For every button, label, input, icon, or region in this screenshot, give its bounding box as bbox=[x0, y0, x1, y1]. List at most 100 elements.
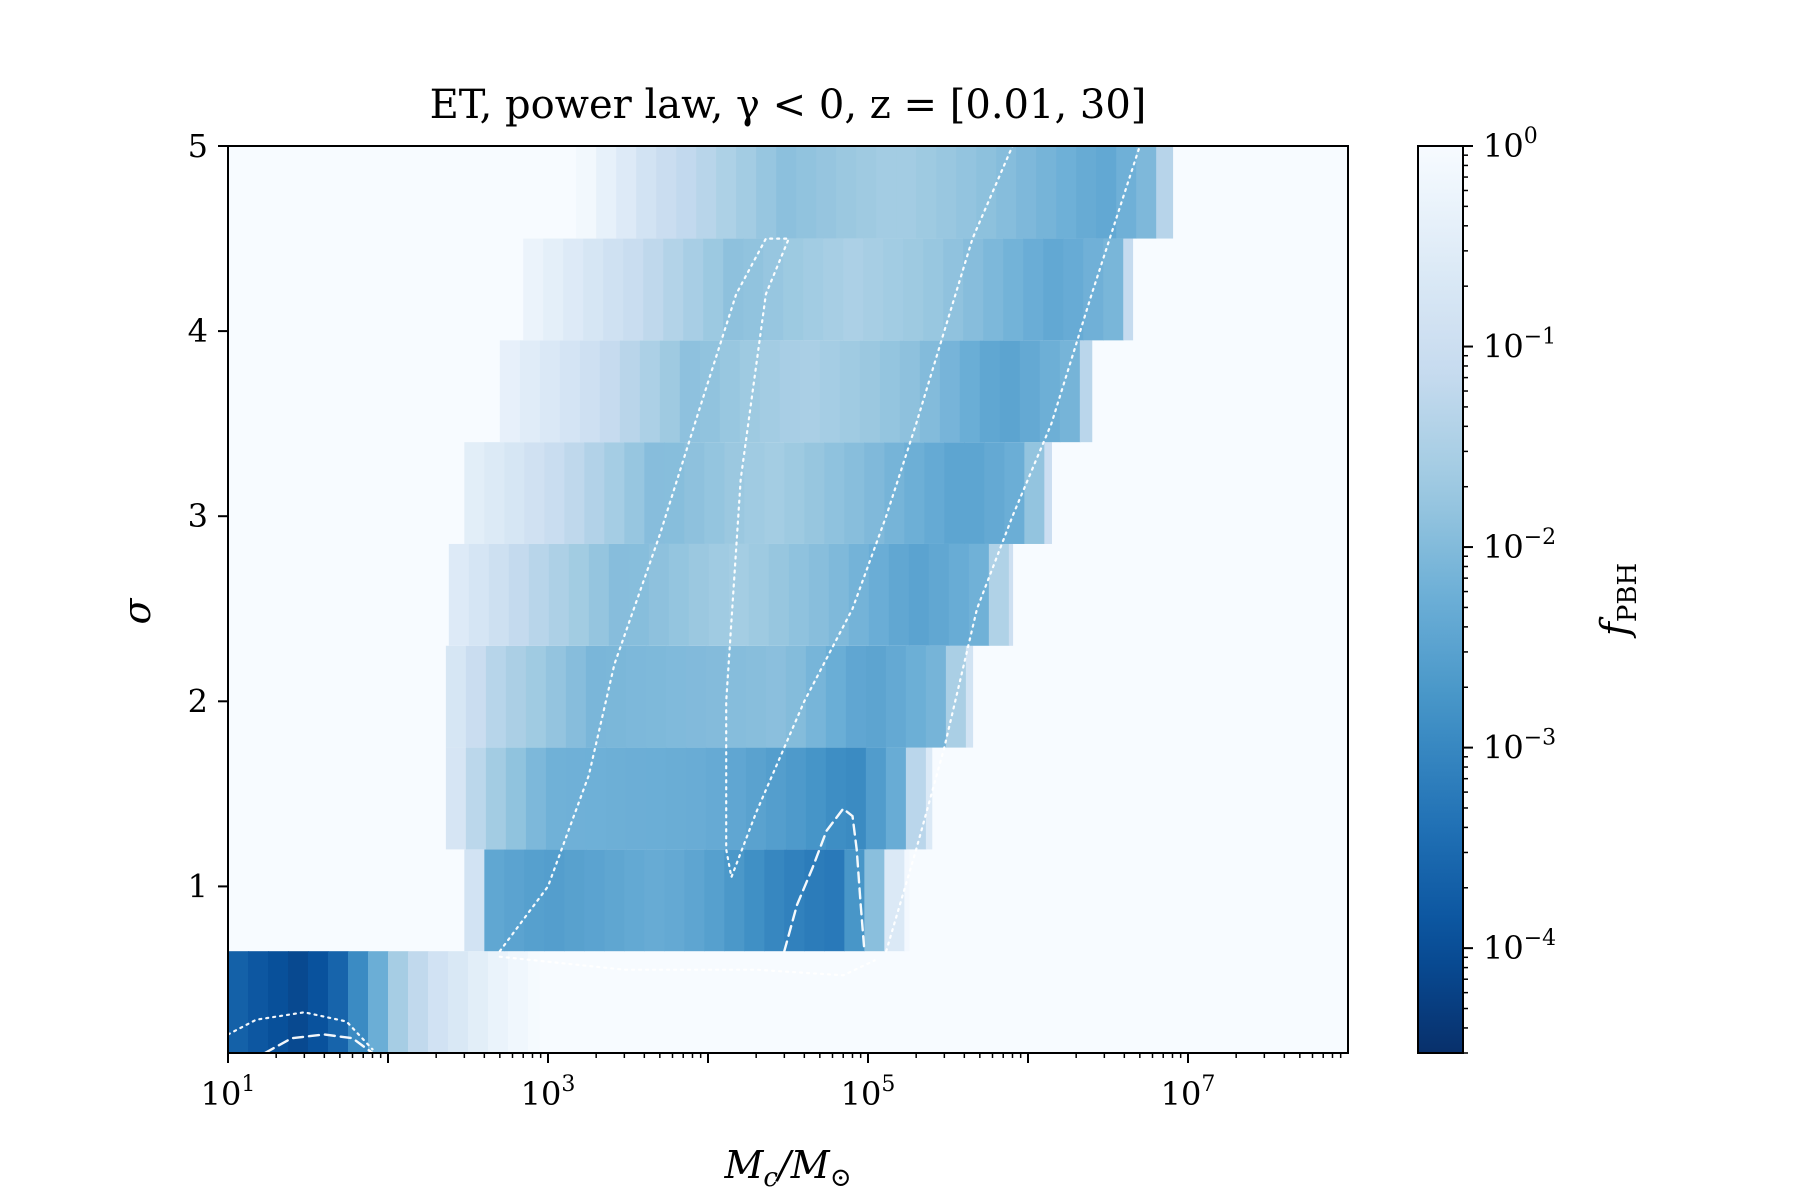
heatmap-cell bbox=[744, 849, 765, 952]
heatmap-cell bbox=[584, 442, 605, 544]
heatmap-cell bbox=[743, 238, 764, 341]
plot-frame bbox=[227, 145, 1349, 1054]
heatmap-cell bbox=[845, 645, 867, 748]
heatmap-cell bbox=[656, 146, 677, 239]
heatmap-cell bbox=[603, 238, 624, 341]
heatmap-cell bbox=[703, 238, 724, 341]
heatmap-cell bbox=[605, 645, 627, 748]
heatmap-cell bbox=[856, 146, 877, 239]
heatmap-cell bbox=[525, 747, 547, 850]
heatmap-cell bbox=[524, 849, 545, 952]
heatmap-cell bbox=[1003, 238, 1024, 341]
heatmap-cell bbox=[724, 442, 745, 544]
heatmap-cell bbox=[228, 951, 249, 1053]
heatmap-cell bbox=[645, 645, 667, 748]
heatmap-cell bbox=[716, 146, 737, 239]
heatmap-cell bbox=[863, 238, 884, 341]
heatmap-cell bbox=[908, 543, 930, 646]
heatmap-cell bbox=[484, 849, 505, 952]
y-axis-label: σ bbox=[115, 597, 159, 624]
heatmap-cell bbox=[465, 747, 487, 850]
heatmap-cell bbox=[776, 146, 797, 239]
contour-dotted-5 bbox=[498, 955, 876, 977]
heatmap-cell bbox=[944, 442, 965, 544]
heatmap-cell bbox=[748, 543, 770, 646]
heatmap-cell bbox=[564, 849, 585, 952]
heatmap-cell bbox=[728, 543, 750, 646]
heatmap-cell bbox=[568, 543, 590, 646]
heatmap-cell bbox=[739, 340, 761, 443]
heatmap-cell bbox=[839, 340, 861, 443]
heatmap-cell bbox=[604, 849, 625, 952]
heatmap-cell bbox=[668, 543, 690, 646]
heatmap-cell bbox=[704, 849, 725, 952]
heatmap-cell bbox=[924, 442, 945, 544]
heatmap-cell bbox=[884, 442, 905, 544]
heatmap-cell bbox=[759, 340, 781, 443]
heatmap-cell bbox=[664, 442, 685, 544]
heatmap-cell bbox=[465, 645, 487, 748]
heatmap-cell bbox=[524, 442, 545, 544]
heatmap-cell bbox=[1063, 238, 1084, 341]
heatmap-cell bbox=[543, 238, 564, 341]
heatmap-cell bbox=[859, 340, 881, 443]
heatmap-cell bbox=[328, 951, 349, 1053]
heatmap-cell bbox=[1036, 146, 1057, 239]
heatmap-cell bbox=[868, 543, 890, 646]
heatmap-cell bbox=[616, 146, 637, 239]
heatmap-cell bbox=[943, 238, 964, 341]
y-tick-label: 5 bbox=[188, 127, 208, 165]
heatmap-cell bbox=[1156, 146, 1174, 239]
heatmap-cell bbox=[683, 238, 704, 341]
heatmap-cell bbox=[904, 849, 910, 952]
heatmap-cell bbox=[684, 849, 705, 952]
heatmap-cell bbox=[945, 645, 967, 748]
heatmap-cell bbox=[885, 645, 907, 748]
heatmap-cell bbox=[445, 645, 467, 748]
heatmap-cell bbox=[584, 849, 605, 952]
heatmap-cell bbox=[845, 747, 867, 850]
heatmap-cell bbox=[844, 849, 865, 952]
heatmap-cell bbox=[688, 543, 710, 646]
heatmap-cell bbox=[685, 645, 707, 748]
heatmap-cell bbox=[544, 849, 565, 952]
heatmap-cell bbox=[608, 543, 630, 646]
heatmap-cell bbox=[588, 543, 610, 646]
heatmap-cell bbox=[816, 146, 837, 239]
heatmap-cell bbox=[905, 747, 927, 850]
heatmap-cell bbox=[1096, 146, 1117, 239]
heatmap-cell bbox=[428, 951, 449, 1053]
heatmap-cell bbox=[605, 747, 627, 850]
heatmap-row-6 bbox=[464, 442, 1052, 544]
heatmap-cell bbox=[1004, 442, 1025, 544]
heatmap-cell bbox=[804, 849, 825, 952]
heatmap-cell bbox=[928, 543, 950, 646]
heatmap-cell bbox=[796, 146, 817, 239]
heatmap-cell bbox=[408, 951, 429, 1053]
heatmap-cell bbox=[704, 442, 725, 544]
heatmap-cell bbox=[684, 442, 705, 544]
heatmap-cell bbox=[888, 543, 910, 646]
heatmap-cell bbox=[1059, 340, 1081, 443]
y-tick-label: 4 bbox=[188, 312, 208, 350]
heatmap-cell bbox=[1043, 238, 1064, 341]
heatmap-cell bbox=[984, 442, 1005, 544]
heatmap-cell bbox=[648, 543, 670, 646]
heatmap-cell bbox=[485, 747, 507, 850]
heatmap-cell bbox=[625, 645, 647, 748]
heatmap-cell bbox=[563, 238, 584, 341]
x-tick-label: 105 bbox=[841, 1072, 896, 1113]
heatmap-cell bbox=[705, 747, 727, 850]
heatmap-cell bbox=[488, 951, 509, 1053]
heatmap-cell bbox=[876, 146, 897, 239]
chart-title: ET, power law, γ < 0, z = [0.01, 30] bbox=[430, 82, 1147, 128]
heatmap-cell bbox=[665, 645, 687, 748]
heatmap-cell bbox=[308, 951, 329, 1053]
heatmap-cell bbox=[663, 238, 684, 341]
heatmap-cell bbox=[464, 442, 485, 544]
colorbar-label: fPBH bbox=[1593, 563, 1643, 639]
heatmap-cell bbox=[865, 645, 887, 748]
heatmap-cell bbox=[819, 340, 841, 443]
heatmap-cell bbox=[468, 951, 489, 1053]
heatmap-cell bbox=[903, 238, 924, 341]
